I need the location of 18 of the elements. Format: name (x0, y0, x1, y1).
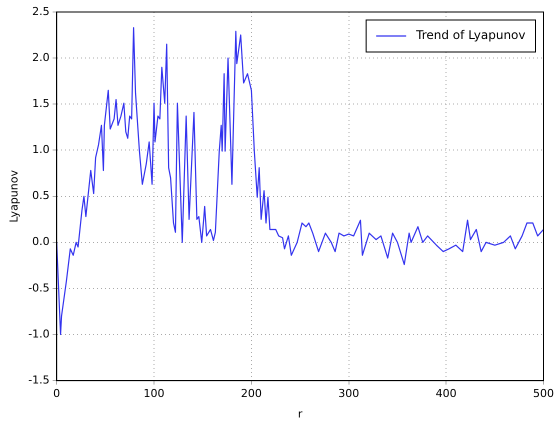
x-tick-label: 100 (144, 387, 165, 400)
x-tick-label: 500 (533, 387, 554, 400)
x-axis-title: r (298, 407, 303, 420)
y-tick-label: -0.5 (28, 281, 50, 294)
y-tick-label: -1.5 (28, 373, 50, 386)
legend-label: Trend of Lyapunov (415, 28, 526, 42)
x-tick-label: 0 (53, 387, 60, 400)
y-tick-label: 2.5 (32, 4, 50, 18)
y-tick-label: 2.0 (32, 50, 50, 64)
x-tick-label: 300 (338, 387, 360, 400)
y-axis-title: Lyapunov (7, 170, 20, 223)
y-tick-label: 1.0 (32, 143, 50, 156)
y-tick-label: -1.0 (28, 327, 50, 340)
x-tick-label: 400 (436, 387, 457, 400)
y-tick-label: 0.5 (32, 189, 50, 202)
x-tick-label: 200 (240, 387, 262, 400)
y-tick-label: 1.5 (32, 97, 50, 110)
y-tick-label: 0.0 (32, 235, 50, 248)
